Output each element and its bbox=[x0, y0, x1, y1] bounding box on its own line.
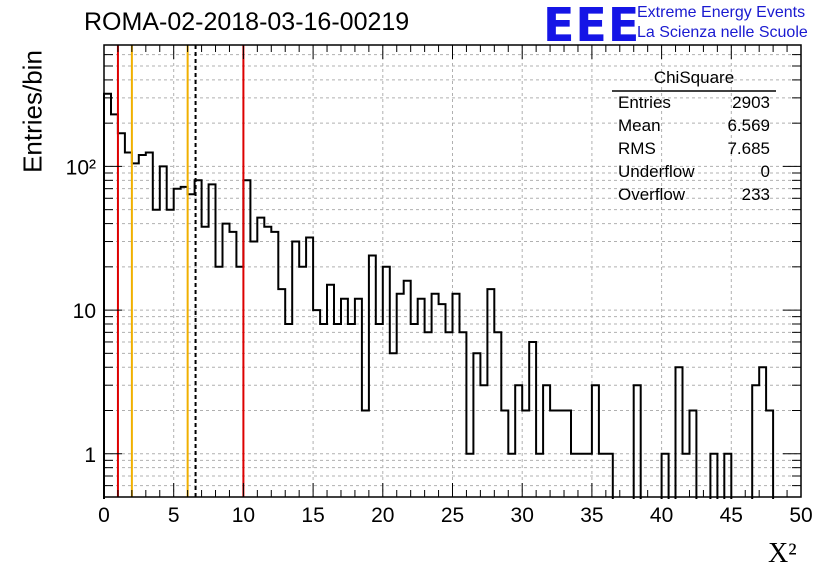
stat-label: Entries bbox=[618, 93, 671, 112]
x-tick-label: 5 bbox=[168, 504, 180, 527]
x-tick-label: 15 bbox=[301, 504, 324, 527]
stat-label: Mean bbox=[618, 116, 661, 135]
y-tick-label: 10 bbox=[73, 300, 96, 323]
x-tick-label: 40 bbox=[650, 504, 673, 527]
x-tick-label: 45 bbox=[720, 504, 743, 527]
y-tick-label: 10² bbox=[66, 156, 96, 179]
histogram-series bbox=[632, 384, 642, 499]
y-axis-label: Entries/bin bbox=[17, 50, 48, 173]
plot-area bbox=[104, 45, 801, 497]
stats-row-rms: RMS 7.685 bbox=[618, 139, 770, 159]
stat-value: 233 bbox=[741, 185, 770, 204]
stat-value: 2903 bbox=[732, 93, 770, 112]
y-tick-label: 1 bbox=[84, 444, 96, 467]
x-tick-label: 20 bbox=[371, 504, 394, 527]
stat-value: 7.685 bbox=[727, 139, 770, 158]
x-tick-label: 50 bbox=[789, 504, 812, 527]
histogram-series bbox=[660, 452, 670, 499]
stat-label: Underflow bbox=[618, 162, 695, 181]
stat-value: 0 bbox=[760, 162, 770, 181]
x-tick-label: 0 bbox=[98, 504, 110, 527]
logo-line-2: La Scienza nelle Scuole bbox=[637, 24, 808, 41]
stat-label: Overflow bbox=[618, 185, 686, 204]
stats-row-underflow: Underflow 0 bbox=[618, 162, 770, 182]
x-axis-label: X² bbox=[768, 538, 797, 569]
histogram-series bbox=[709, 452, 719, 499]
x-tick-label: 35 bbox=[580, 504, 603, 527]
logo-line-1: Extreme Energy Events bbox=[637, 4, 806, 21]
stats-row-mean: Mean 6.569 bbox=[618, 116, 770, 136]
stat-value: 6.569 bbox=[727, 116, 770, 135]
stats-row-overflow: Overflow 233 bbox=[618, 185, 770, 205]
histogram-series bbox=[674, 366, 698, 499]
stats-row-entries: Entries 2903 bbox=[618, 93, 770, 113]
stats-box-title: ChiSquare bbox=[653, 68, 735, 87]
eee-logo: EEE bbox=[543, 0, 641, 52]
x-tick-label: 25 bbox=[441, 504, 464, 527]
x-tick-label: 10 bbox=[232, 504, 255, 527]
histogram-series bbox=[751, 366, 775, 499]
histogram-series bbox=[723, 452, 733, 499]
x-tick-label: 30 bbox=[511, 504, 534, 527]
histogram-series bbox=[103, 92, 614, 499]
chart-title: ROMA-02-2018-03-16-00219 bbox=[84, 8, 410, 36]
stat-label: RMS bbox=[618, 139, 656, 158]
